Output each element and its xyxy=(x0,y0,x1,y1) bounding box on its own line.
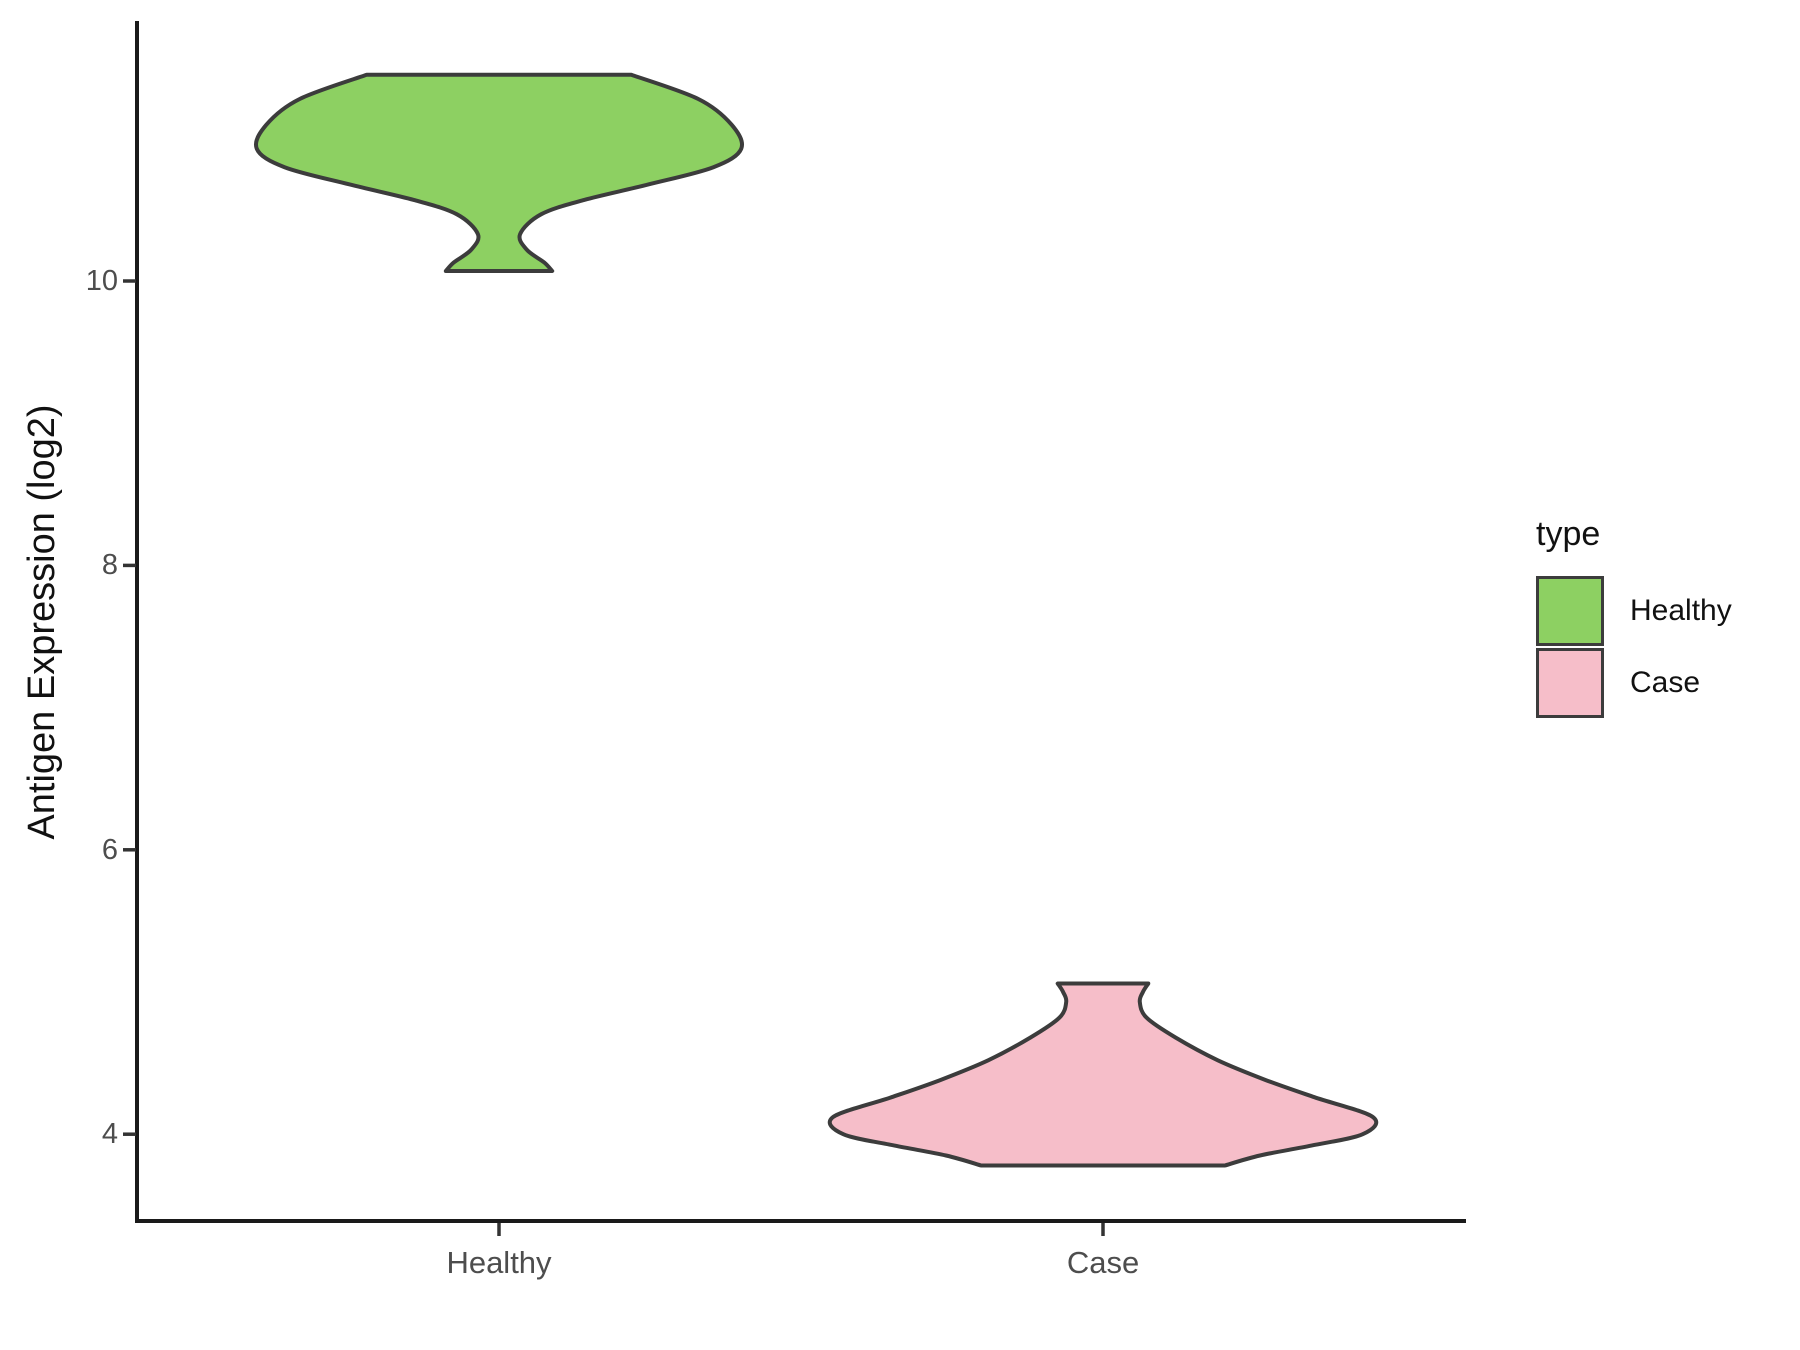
y-tick-label-8: 8 xyxy=(101,549,118,581)
legend-title: type xyxy=(1536,515,1601,553)
legend-swatch-healthy xyxy=(1536,576,1604,646)
legend-label-healthy: Healthy xyxy=(1630,594,1732,627)
y-tick-label-4: 4 xyxy=(101,1118,118,1150)
legend: type Healthy Case xyxy=(1536,514,1732,720)
x-tick-label-healthy: Healthy xyxy=(446,1245,552,1280)
y-tick-label-10: 10 xyxy=(85,265,118,297)
x-tick-label-case: Case xyxy=(1066,1245,1140,1280)
y-tick-label-6: 6 xyxy=(101,834,118,866)
y-axis-title: Antigen Expression (log2) xyxy=(21,404,63,840)
legend-swatch-case xyxy=(1536,648,1604,718)
violin-case xyxy=(827,981,1379,1168)
legend-label-case: Case xyxy=(1630,666,1701,699)
violin-healthy xyxy=(254,72,744,273)
legend-item-case: Case xyxy=(1536,648,1732,718)
legend-item-healthy: Healthy xyxy=(1536,576,1732,646)
